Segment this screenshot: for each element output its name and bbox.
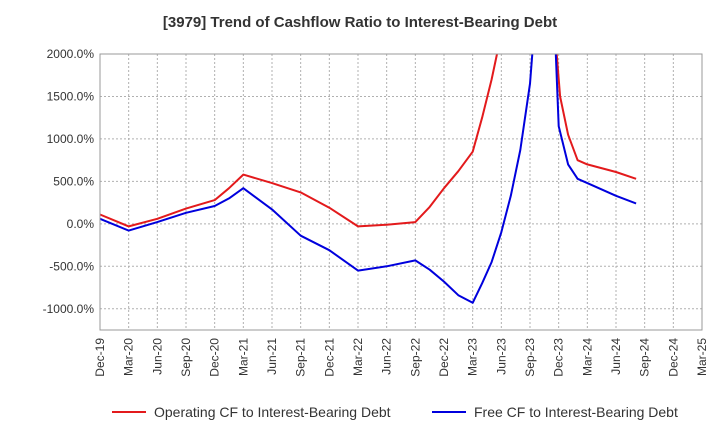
x-tick-label: Mar-25	[695, 338, 709, 376]
y-tick-label: 1000.0%	[47, 132, 95, 146]
x-tick-label: Jun-23	[494, 338, 508, 375]
x-tick-label: Mar-24	[580, 338, 594, 376]
x-tick-label: Dec-23	[552, 338, 566, 377]
x-axis-ticks: Dec-19 Mar-20 Jun-20 Sep-20 Dec-20 Mar-21 Jun-…	[93, 338, 709, 377]
y-axis-ticks: 2000.0% 1500.0% 1000.0% 500.0% 0.0% -500.0% -1…	[43, 47, 95, 316]
x-tick-label: Sep-21	[294, 338, 308, 377]
x-tick-label: Sep-20	[179, 338, 193, 377]
legend-label-operating-cf: Operating CF to Interest-Bearing Debt	[154, 404, 391, 420]
y-tick-label: 2000.0%	[47, 47, 95, 61]
x-tick-label: Dec-21	[322, 338, 336, 377]
y-tick-label: 0.0%	[67, 217, 95, 231]
x-tick-label: Sep-24	[638, 338, 652, 377]
legend-label-free-cf: Free CF to Interest-Bearing Debt	[474, 404, 678, 420]
x-tick-label: Dec-22	[437, 338, 451, 377]
y-tick-label: 500.0%	[53, 174, 94, 188]
x-tick-label: Jun-21	[265, 338, 279, 375]
series-lines	[99, 53, 637, 304]
x-tick-label: Sep-22	[408, 338, 422, 377]
series-line-free-cf	[99, 53, 637, 304]
y-tick-label: -1000.0%	[43, 302, 95, 316]
x-tick-label: Mar-23	[466, 338, 480, 376]
x-tick-label: Mar-21	[236, 338, 250, 376]
y-tick-label: -500.0%	[49, 259, 94, 273]
x-tick-label: Dec-19	[93, 338, 107, 377]
series-line-operating-cf	[99, 53, 637, 228]
legend-item-free-cf: Free CF to Interest-Bearing Debt	[432, 404, 678, 420]
x-tick-label: Jun-22	[380, 338, 394, 375]
x-tick-label: Jun-24	[609, 338, 623, 375]
legend-item-operating-cf: Operating CF to Interest-Bearing Debt	[112, 404, 391, 420]
grid	[99, 53, 703, 330]
plot-area-frame	[99, 53, 703, 331]
x-tick-label: Dec-24	[666, 338, 680, 377]
y-tick-label: 1500.0%	[47, 89, 95, 103]
x-tick-label: Mar-20	[122, 338, 136, 376]
legend-swatch-free-cf	[432, 411, 466, 413]
chart-title: [3979] Trend of Cashflow Ratio to Intere…	[162, 14, 558, 31]
x-tick-label: Mar-22	[351, 338, 365, 376]
legend-swatch-operating-cf	[112, 411, 146, 413]
x-tick-label: Sep-23	[523, 338, 537, 377]
x-tick-label: Jun-20	[150, 338, 164, 375]
x-tick-label: Dec-20	[208, 338, 222, 377]
